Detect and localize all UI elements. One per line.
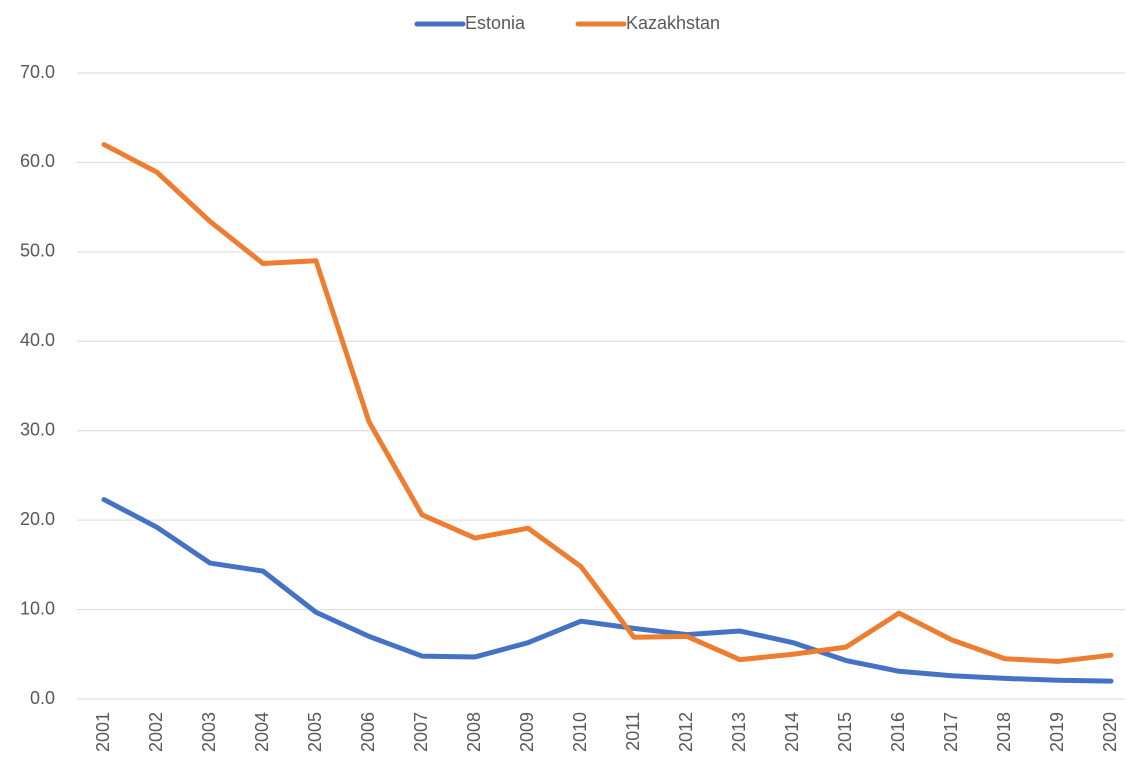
x-tick-label: 2013 [729, 712, 749, 752]
legend-label: Kazakhstan [626, 13, 720, 33]
y-tick-label: 30.0 [20, 419, 55, 439]
y-tick-label: 50.0 [20, 241, 55, 261]
x-tick-label: 2005 [305, 712, 325, 752]
x-tick-label: 2006 [358, 712, 378, 752]
x-tick-label: 2019 [1047, 712, 1067, 752]
series-line [101, 497, 1114, 684]
x-tick-label: 2008 [464, 712, 484, 752]
y-tick-label: 20.0 [20, 509, 55, 529]
x-tick-label: 2018 [994, 712, 1014, 752]
x-tick-label: 2009 [517, 712, 537, 752]
x-tick-label: 2004 [252, 712, 272, 752]
y-tick-label: 40.0 [20, 330, 55, 350]
x-tick-label: 2014 [782, 712, 802, 752]
x-tick-label: 2002 [146, 712, 166, 752]
x-tick-label: 2003 [199, 712, 219, 752]
y-tick-label: 10.0 [20, 598, 55, 618]
x-tick-label: 2011 [623, 712, 643, 751]
y-tick-label: 70.0 [20, 62, 55, 82]
x-tick-label: 2016 [888, 712, 908, 752]
x-tick-label: 2017 [941, 712, 961, 752]
x-tick-label: 2010 [570, 712, 590, 752]
x-tick-label: 2020 [1100, 712, 1120, 752]
x-tick-label: 2007 [411, 712, 431, 752]
y-tick-label: 0.0 [30, 688, 55, 708]
legend-label: Estonia [465, 13, 526, 33]
x-tick-label: 2012 [676, 712, 696, 752]
y-tick-label: 60.0 [20, 151, 55, 171]
series-line [101, 142, 1114, 664]
x-tick-label: 2015 [835, 712, 855, 752]
x-tick-label: 2001 [93, 712, 113, 752]
